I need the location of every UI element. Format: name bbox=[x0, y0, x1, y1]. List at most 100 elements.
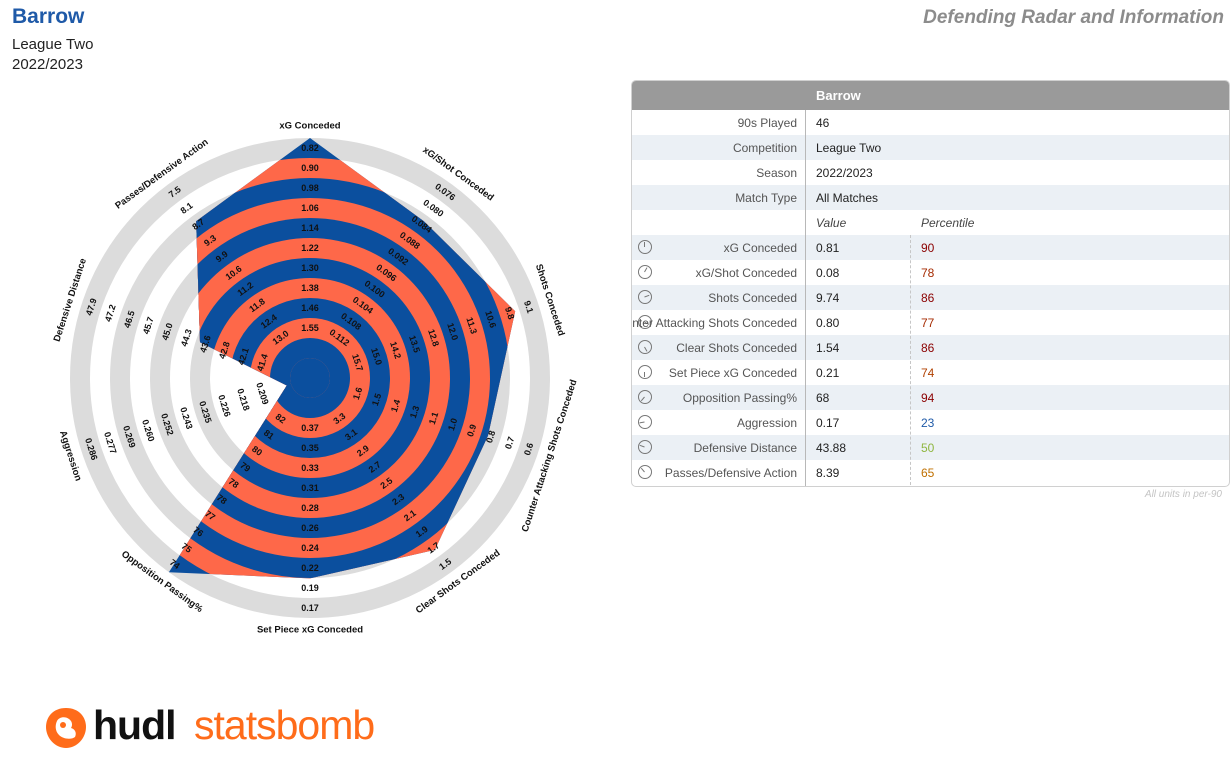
tick-label: 0.6 bbox=[522, 442, 535, 457]
tick-label: 74 bbox=[168, 557, 182, 571]
info-label: Match Type bbox=[735, 191, 797, 205]
tick-label: 1.30 bbox=[301, 263, 319, 273]
season-subtitle: 2022/2023 bbox=[12, 56, 83, 73]
metric-label: Aggression bbox=[736, 416, 797, 430]
radar-chart: 0.82 0.90 0.98 1.06 1.14 1.22 1.30 1.38 1.46 1.55… bbox=[52, 121, 580, 636]
metric-label: Shots Conceded bbox=[708, 291, 797, 305]
metric-value: 43.88 bbox=[816, 441, 847, 455]
info-row: Competition League Two bbox=[632, 135, 1229, 160]
tick-label: 9.8 bbox=[503, 306, 516, 321]
info-value: All Matches bbox=[816, 191, 879, 205]
info-value: 46 bbox=[816, 116, 830, 130]
tick-label: 0.209 bbox=[254, 381, 270, 406]
info-table: Barrow 90s Played 46 Competition League Two… bbox=[631, 80, 1230, 487]
metric-value: 0.17 bbox=[816, 416, 840, 430]
metric-value: 0.21 bbox=[816, 366, 840, 380]
tick-label: 1.14 bbox=[301, 223, 319, 233]
metric-label: Opposition Passing% bbox=[682, 391, 797, 405]
distance-icon bbox=[638, 440, 652, 454]
axis-label: Set Piece xG Conceded bbox=[257, 625, 363, 636]
shots-icon bbox=[638, 290, 652, 304]
metric-percentile: 23 bbox=[921, 416, 935, 430]
value-column-header: Value bbox=[816, 216, 847, 230]
tick-label: 1.6 bbox=[351, 386, 364, 401]
tick-label: 1.22 bbox=[301, 243, 319, 253]
tick-label: 77 bbox=[203, 509, 217, 523]
tick-label: 45.7 bbox=[141, 316, 156, 336]
metric-percentile: 65 bbox=[921, 466, 935, 480]
metric-label: Set Piece xG Conceded bbox=[668, 366, 797, 380]
table-row: Passes/Defensive Action 8.39 65 bbox=[632, 460, 1229, 485]
tick-label: 0.98 bbox=[301, 183, 319, 193]
units-note: All units in per-90 bbox=[1144, 489, 1222, 500]
tick-label: 1.06 bbox=[301, 203, 319, 213]
percentile-column-header: Percentile bbox=[921, 216, 975, 230]
tick-label: 0.33 bbox=[301, 463, 319, 473]
tick-label: 0.19 bbox=[301, 583, 319, 593]
tick-label: 78 bbox=[227, 476, 241, 490]
metric-percentile: 94 bbox=[921, 391, 935, 405]
column-header-row: Value Percentile bbox=[632, 210, 1229, 235]
tick-label: 0.24 bbox=[301, 543, 319, 553]
tick-label: 1.38 bbox=[301, 283, 319, 293]
tick-label: 1.5 bbox=[370, 392, 383, 407]
table-row: Defensive Distance 43.88 50 bbox=[632, 435, 1229, 460]
tick-label: 1.46 bbox=[301, 303, 319, 313]
tick-label: 78 bbox=[215, 492, 229, 506]
tick-label: 0.17 bbox=[301, 603, 319, 613]
tick-label: 1.4 bbox=[389, 398, 402, 413]
table-row: xG Conceded 0.81 90 bbox=[632, 235, 1229, 260]
metric-label: Counter Attacking Shots Conceded bbox=[632, 316, 797, 330]
metric-label: Defensive Distance bbox=[693, 441, 797, 455]
info-value: 2022/2023 bbox=[816, 166, 873, 180]
table-row: Counter Attacking Shots Conceded 0.80 77 bbox=[632, 310, 1229, 335]
metric-value: 1.54 bbox=[816, 341, 840, 355]
tick-label: 1.1 bbox=[427, 411, 440, 426]
tick-label: 0.277 bbox=[102, 431, 118, 456]
tick-label: 75 bbox=[180, 541, 194, 555]
tick-label: 0.35 bbox=[301, 443, 319, 453]
metric-label: xG/Shot Conceded bbox=[695, 266, 797, 280]
metric-value: 9.74 bbox=[816, 291, 840, 305]
radar-center bbox=[290, 358, 330, 398]
metric-percentile: 90 bbox=[921, 241, 935, 255]
xg-shot-icon bbox=[638, 265, 652, 279]
tick-label: 0.260 bbox=[140, 418, 156, 443]
xg-conceded-icon bbox=[638, 240, 652, 254]
tick-label: 0.82 bbox=[301, 143, 319, 153]
metric-percentile: 86 bbox=[921, 341, 935, 355]
logo-statsbomb-text: statsbomb bbox=[194, 702, 375, 748]
metric-percentile: 77 bbox=[921, 316, 935, 330]
tick-label: 0.28 bbox=[301, 503, 319, 513]
tick-label: 9.1 bbox=[522, 299, 535, 314]
info-label: 90s Played bbox=[737, 116, 797, 130]
tick-label: 47.2 bbox=[103, 303, 118, 323]
tick-label: 81 bbox=[262, 428, 276, 442]
info-row: Match Type All Matches bbox=[632, 185, 1229, 210]
tick-label: 0.26 bbox=[301, 523, 319, 533]
column-divider bbox=[805, 110, 806, 486]
metric-percentile: 74 bbox=[921, 366, 935, 380]
metric-value: 0.08 bbox=[816, 266, 840, 280]
tick-label: 0.218 bbox=[235, 387, 251, 412]
axis-label: xG Conceded bbox=[279, 121, 340, 132]
tick-label: 82 bbox=[274, 412, 288, 426]
competition-subtitle: League Two bbox=[12, 36, 94, 53]
metric-label: Passes/Defensive Action bbox=[664, 466, 797, 480]
table-row: Opposition Passing% 68 94 bbox=[632, 385, 1229, 410]
metric-value: 68 bbox=[816, 391, 830, 405]
aggression-icon bbox=[638, 415, 652, 429]
tick-label: 79 bbox=[238, 460, 252, 474]
table-row: Shots Conceded 9.74 86 bbox=[632, 285, 1229, 310]
metric-value: 0.80 bbox=[816, 316, 840, 330]
tick-label: 8.1 bbox=[179, 200, 195, 215]
tick-label: 0.31 bbox=[301, 483, 319, 493]
hudl-logo-icon bbox=[46, 708, 86, 748]
tick-label: 80 bbox=[250, 444, 264, 458]
info-label: Competition bbox=[732, 141, 797, 155]
tick-label: 0.7 bbox=[503, 435, 516, 450]
metric-percentile: 50 bbox=[921, 441, 935, 455]
set-piece-icon bbox=[638, 365, 652, 379]
metric-label: Clear Shots Conceded bbox=[676, 341, 797, 355]
tick-label: 0.37 bbox=[301, 423, 319, 433]
